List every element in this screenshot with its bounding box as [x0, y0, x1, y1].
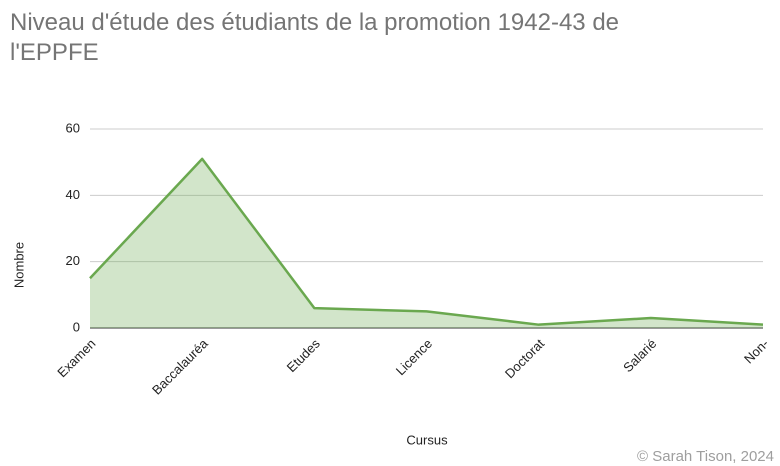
y-axis-label: Nombre	[11, 242, 26, 288]
x-tick-label: Baccalauréa	[149, 335, 211, 397]
x-tick-label: Salarié	[620, 336, 659, 375]
area-fill	[90, 158, 763, 328]
y-tick-label: 60	[66, 120, 80, 135]
y-tick-label: 40	[66, 187, 80, 202]
footer: © Sarah Tison, 2024	[637, 448, 774, 465]
x-tick-label: Doctorat	[502, 336, 548, 382]
area-line	[89, 157, 764, 326]
chart-title: Niveau d'étude des étudiants de la promo…	[10, 9, 620, 66]
y-tick-label: 0	[73, 319, 80, 334]
x-tick-label: Non-	[741, 336, 772, 367]
x-tick-label: Licence	[393, 336, 435, 378]
x-tick-label: Etudes	[284, 336, 324, 376]
x-axis-label: Cursus	[406, 432, 448, 447]
y-tick-label: 20	[66, 253, 80, 268]
x-tick-label: Examen	[54, 336, 98, 380]
